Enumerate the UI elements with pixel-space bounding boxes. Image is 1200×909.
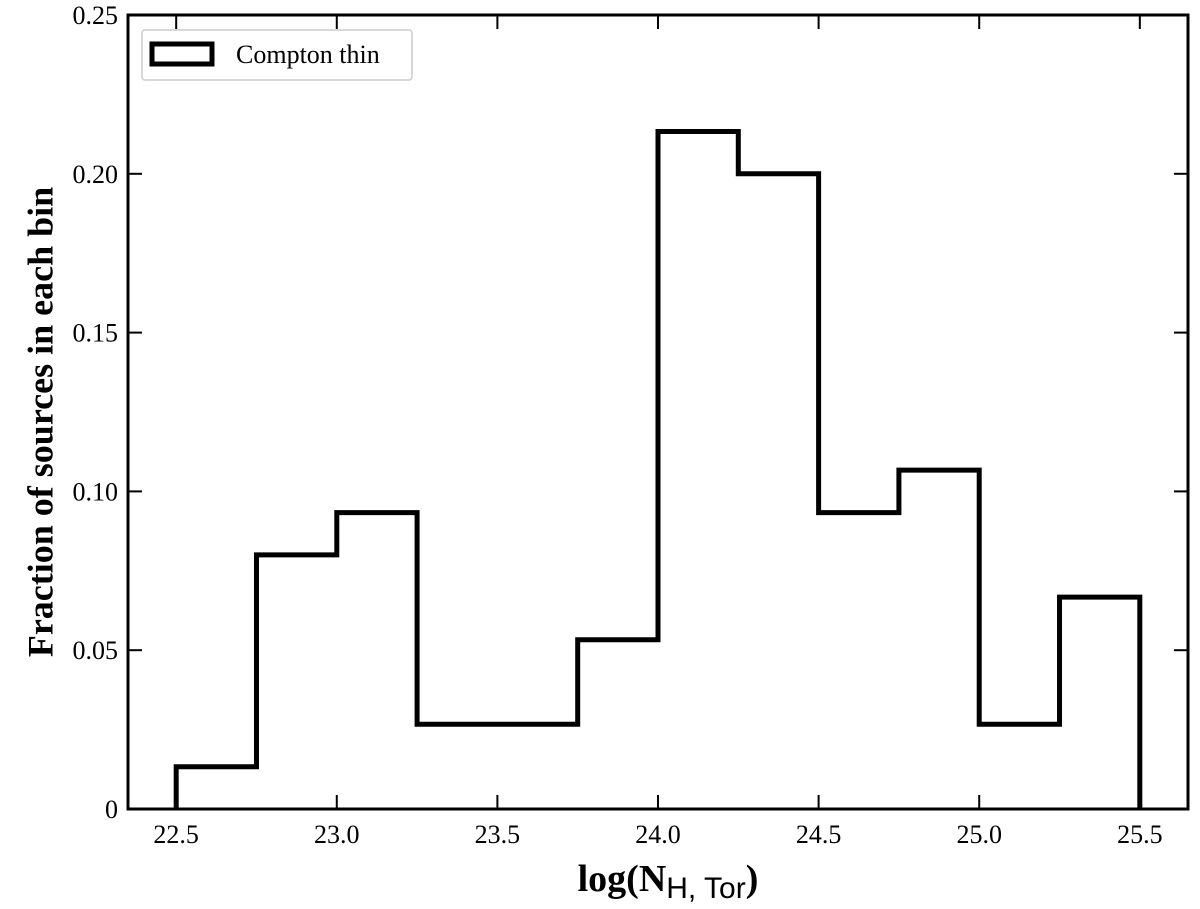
y-axis-title: Fraction of sources in each bin — [21, 187, 61, 657]
y-tick-label: 0.05 — [73, 636, 119, 665]
legend-label: Compton thin — [236, 40, 380, 69]
x-tick-label: 23.5 — [475, 820, 521, 849]
ticks-layer: 22.5 23.0 23.5 24.0 24.5 25.0 25.5 0 0.05 0.10 0.1… — [73, 1, 1188, 849]
y-tick-label: 0.25 — [73, 1, 119, 30]
x-tick-label: 25.0 — [956, 820, 1002, 849]
x-tick-label: 25.5 — [1117, 820, 1163, 849]
y-tick-label: 0 — [105, 795, 118, 824]
y-tick-label: 0.15 — [73, 319, 119, 348]
plot-frame — [126, 13, 1190, 811]
x-tick-label: 24.5 — [796, 820, 842, 849]
y-tick-label: 0.20 — [73, 160, 119, 189]
x-axis-title: log(NH, Tor) — [578, 858, 759, 905]
x-tick-label: 23.0 — [314, 820, 360, 849]
x-tick-label: 22.5 — [153, 820, 199, 849]
y-tick-label: 0.10 — [73, 477, 119, 506]
x-tick-label: 24.0 — [635, 820, 681, 849]
legend-swatch — [149, 41, 215, 67]
legend: Compton thin — [141, 29, 413, 81]
histogram-step-line — [173, 129, 1143, 809]
